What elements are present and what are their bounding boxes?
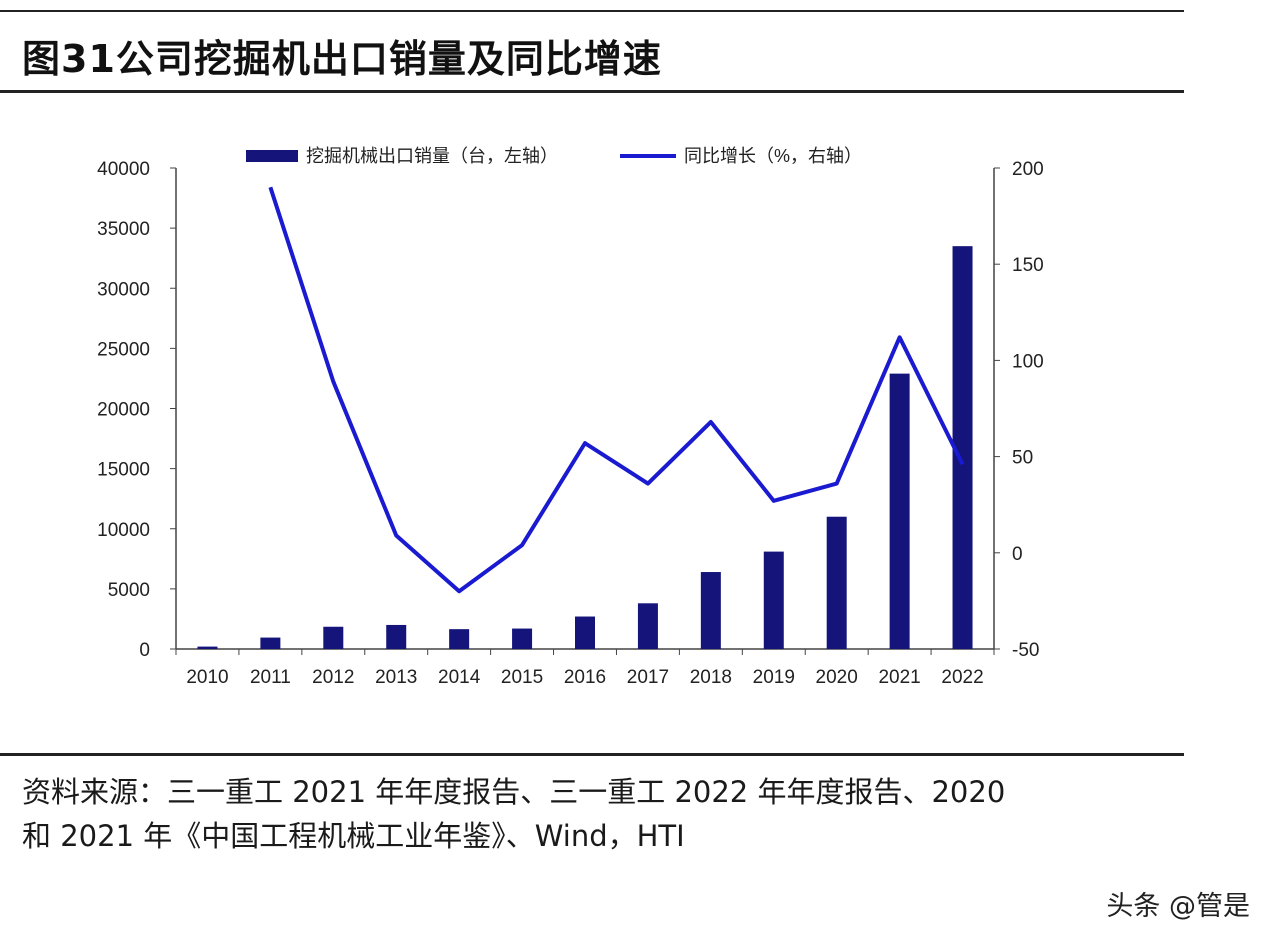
source-line-2: 和 2021 年《中国工程机械工业年鉴》、Wind，HTI [22, 819, 685, 853]
y-left-tick-label: 5000 [108, 580, 150, 601]
y-right-tick-label: 200 [1012, 159, 1044, 180]
x-tick-label: 2010 [186, 667, 228, 688]
y-right-tick-label: 100 [1012, 351, 1044, 372]
x-tick-label: 2013 [375, 667, 417, 688]
bar-2018 [700, 572, 721, 649]
source-note: 资料来源：三一重工 2021 年年度报告、三一重工 2022 年年度报告、202… [22, 770, 1182, 858]
page-title: 图31公司挖掘机出口销量及同比增速 [22, 37, 662, 81]
top-rule [0, 10, 1184, 12]
bar-2011 [260, 637, 281, 649]
bar-2021 [889, 373, 910, 649]
source-divider [0, 753, 1184, 756]
y-left-tick-label: 20000 [97, 400, 150, 421]
bar-2016 [575, 616, 595, 649]
y-left-tick-label: 10000 [97, 520, 150, 541]
y-left-tick-label: 0 [139, 640, 150, 661]
y-right-tick-label: 0 [1012, 544, 1023, 565]
x-tick-label: 2016 [564, 667, 606, 688]
y-left-tick-label: 40000 [97, 159, 150, 180]
y-right-tick-label: -50 [1012, 640, 1039, 661]
x-tick-label: 2011 [250, 667, 291, 688]
x-tick-label: 2018 [690, 667, 732, 688]
x-tick-label: 2017 [627, 667, 669, 688]
x-tick-label: 2022 [941, 667, 983, 688]
y-left-tick-label: 15000 [97, 460, 150, 481]
bar-2017 [637, 603, 658, 649]
line-series [268, 186, 965, 594]
y-right-tick-label: 50 [1012, 448, 1033, 469]
legend-label-bar: 挖掘机械出口销量（台，左轴） [306, 146, 558, 166]
chart-legend: 挖掘机械出口销量（台，左轴） 同比增长（%，右轴） [246, 146, 862, 166]
y-left-tick-label: 30000 [97, 279, 150, 300]
combo-chart: 0 5000 10000 15000 20000 25000 30000 35000 40000… [97, 146, 1044, 688]
chart-axes: 0 5000 10000 15000 20000 25000 30000 35000 40000… [97, 159, 1044, 688]
bar-2015 [512, 628, 533, 649]
watermark: 头条 @管是 [1106, 891, 1250, 922]
x-tick-label: 2021 [878, 667, 920, 688]
bar-series [197, 246, 973, 649]
x-tick-label: 2012 [312, 667, 354, 688]
bar-2012 [323, 626, 344, 649]
bar-2022 [952, 246, 973, 649]
growth-line [268, 186, 965, 594]
y-left-tick-label: 25000 [97, 339, 150, 360]
x-tick-label: 2020 [816, 667, 858, 688]
legend-label-line: 同比增长（%，右轴） [684, 146, 862, 166]
bar-2020 [826, 516, 847, 649]
source-line-1: 资料来源：三一重工 2021 年年度报告、三一重工 2022 年年度报告、202… [22, 775, 1006, 809]
x-tick-label: 2019 [753, 667, 795, 688]
bar-2010 [197, 646, 218, 649]
title-divider [0, 90, 1184, 93]
x-tick-label: 2015 [501, 667, 543, 688]
bar-2014 [449, 629, 470, 649]
legend-swatch-bar [246, 150, 298, 162]
y-right-tick-label: 150 [1012, 255, 1044, 276]
bar-2019 [763, 551, 784, 649]
x-tick-label: 2014 [438, 667, 481, 688]
y-left-tick-label: 35000 [97, 219, 150, 240]
bar-2013 [386, 624, 407, 649]
